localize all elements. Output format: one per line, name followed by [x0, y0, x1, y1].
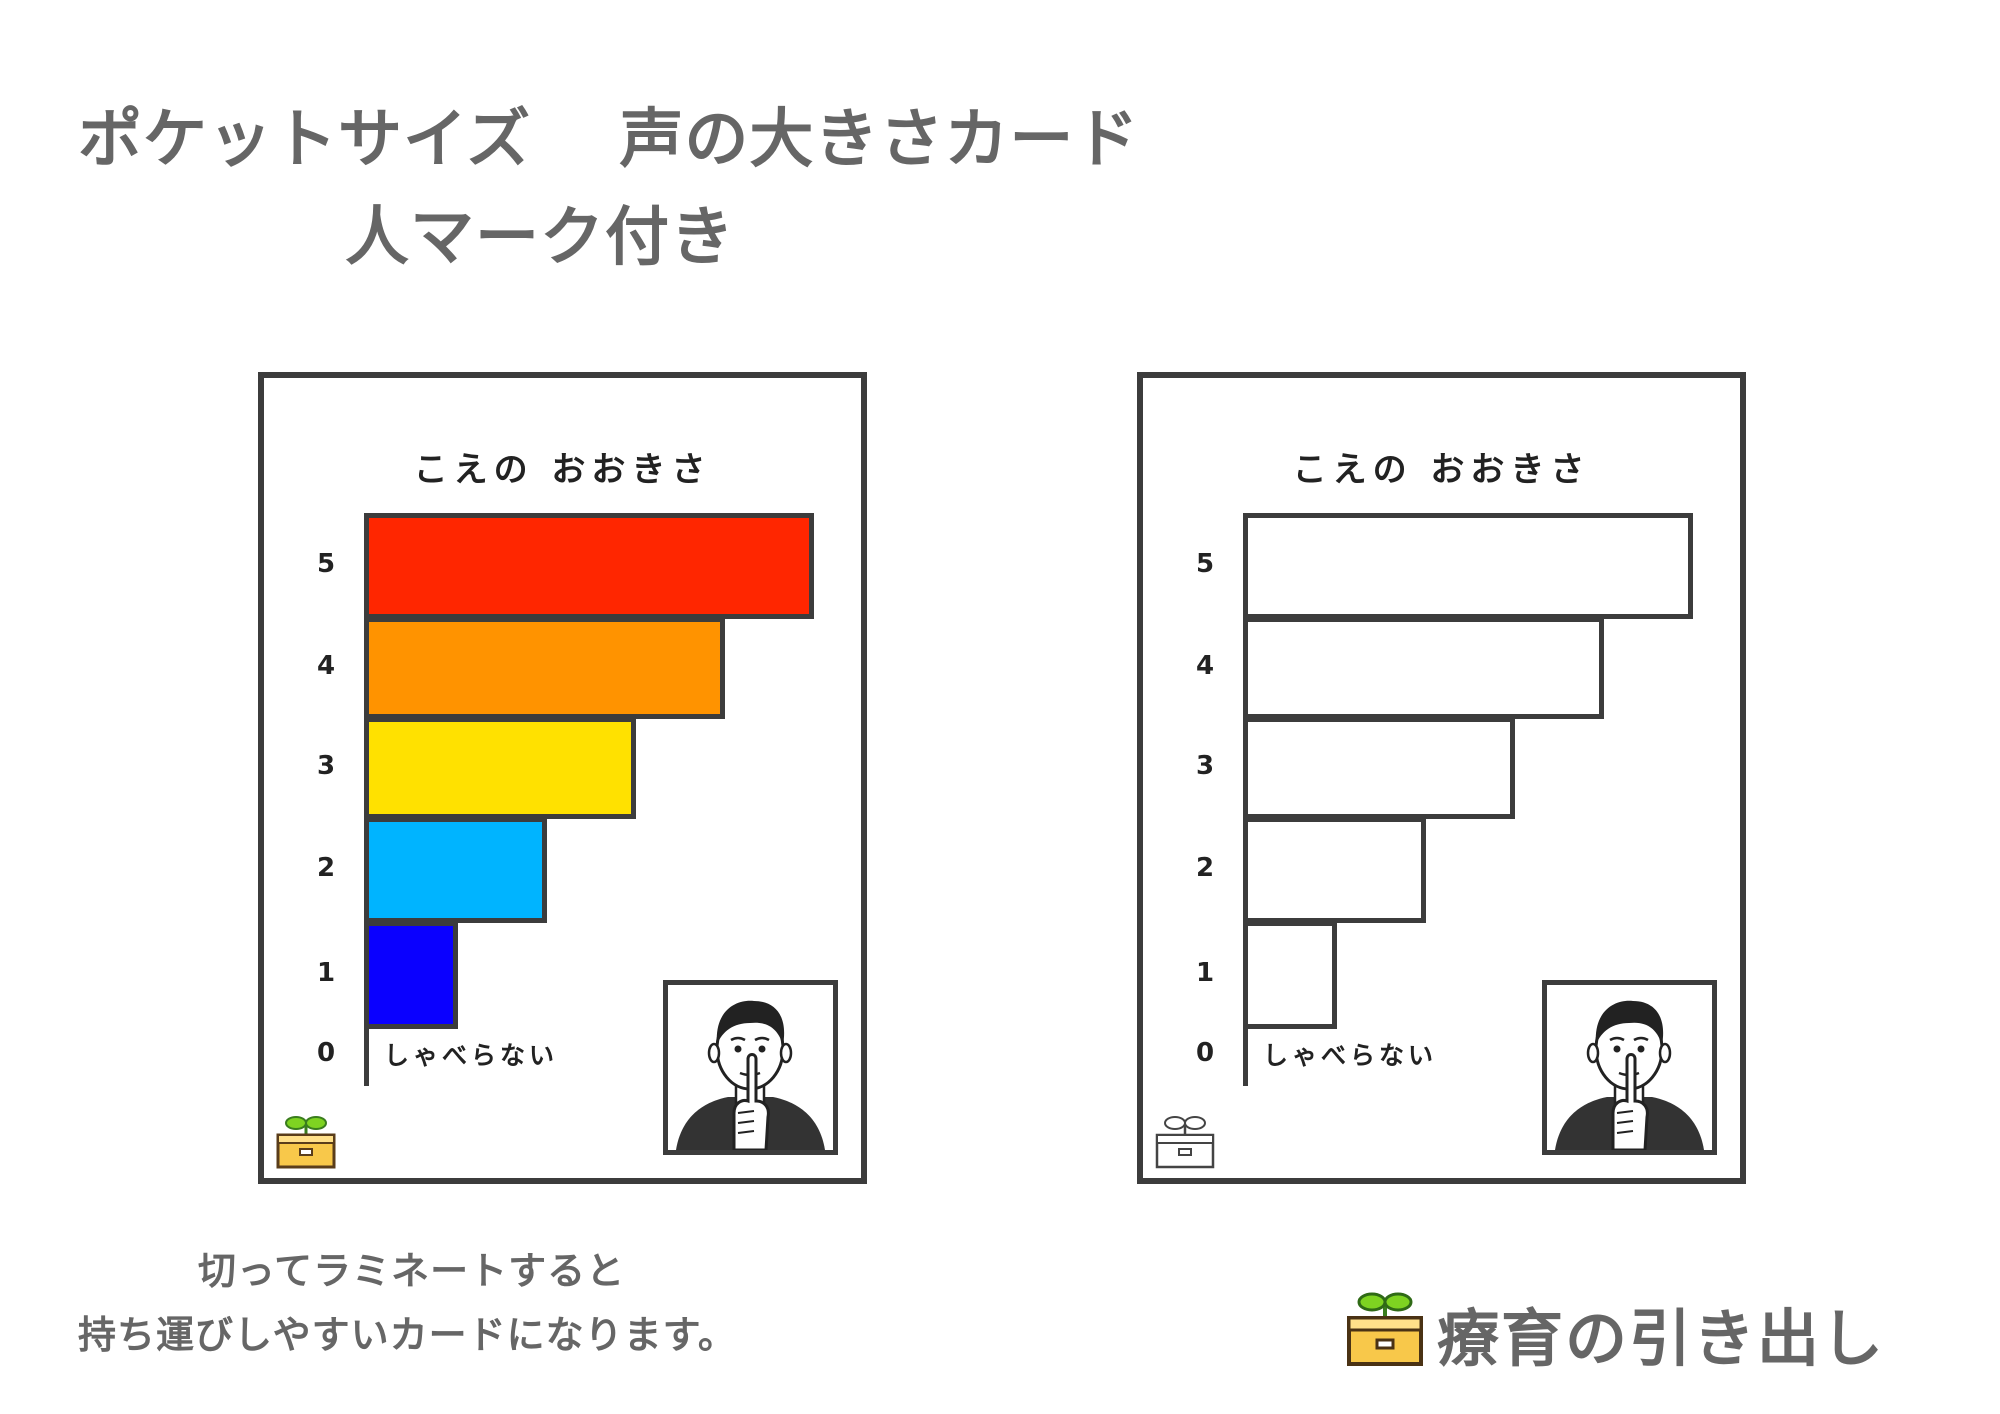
- voice-card-blank: こえの おおきさ 5 4 3 2 1 0 しゃべらない: [1137, 372, 1746, 1184]
- level-label-4: 4: [316, 651, 336, 681]
- silent-label: しゃべらない: [1263, 1041, 1438, 1070]
- level-label-5: 5: [1195, 549, 1215, 579]
- level-bar-5: [1243, 513, 1693, 619]
- voice-card-colored: こえの おおきさ 5 4 3 2 1 0 しゃべらない: [258, 372, 867, 1184]
- page-title-line-1: ポケットサイズ 声の大きさカード: [78, 103, 1140, 177]
- level-bar-4: [1243, 617, 1604, 719]
- level-label-4: 4: [1195, 651, 1215, 681]
- card-title: こえの おおきさ: [1292, 450, 1591, 490]
- sprout-drawer-color-icon: [276, 1116, 336, 1169]
- level-label-3: 3: [1195, 751, 1215, 781]
- level-bar-2: [364, 817, 547, 923]
- person-shh-icon: [1542, 980, 1717, 1155]
- brand-name: 療育の引き出し: [1437, 1302, 1886, 1375]
- person-shh-icon: [663, 980, 838, 1155]
- level-label-1: 1: [1195, 958, 1215, 988]
- card-title: こえの おおきさ: [413, 450, 712, 490]
- level-bar-4: [364, 617, 725, 719]
- level-bar-3: [364, 717, 636, 819]
- footnote-line-1: 切ってラミネートすると: [198, 1249, 626, 1293]
- level-bar-1: [364, 921, 458, 1029]
- level-bar-5: [364, 513, 814, 619]
- level-bar-3: [1243, 717, 1515, 819]
- level-label-0: 0: [316, 1038, 336, 1068]
- level-bar-1: [1243, 921, 1337, 1029]
- level-label-2: 2: [316, 853, 336, 883]
- level-bar-2: [1243, 817, 1426, 923]
- page-title-line-2: 人マーク付き: [345, 201, 735, 275]
- sprout-drawer-outline-icon: [1155, 1116, 1215, 1169]
- level-label-3: 3: [316, 751, 336, 781]
- level-label-5: 5: [316, 549, 336, 579]
- level-label-2: 2: [1195, 853, 1215, 883]
- silent-label: しゃべらない: [384, 1041, 559, 1070]
- level-label-0: 0: [1195, 1038, 1215, 1068]
- sprout-drawer-icon: [1347, 1292, 1423, 1366]
- footnote-line-2: 持ち運びしやすいカードになります。: [78, 1313, 737, 1357]
- level-label-1: 1: [316, 958, 336, 988]
